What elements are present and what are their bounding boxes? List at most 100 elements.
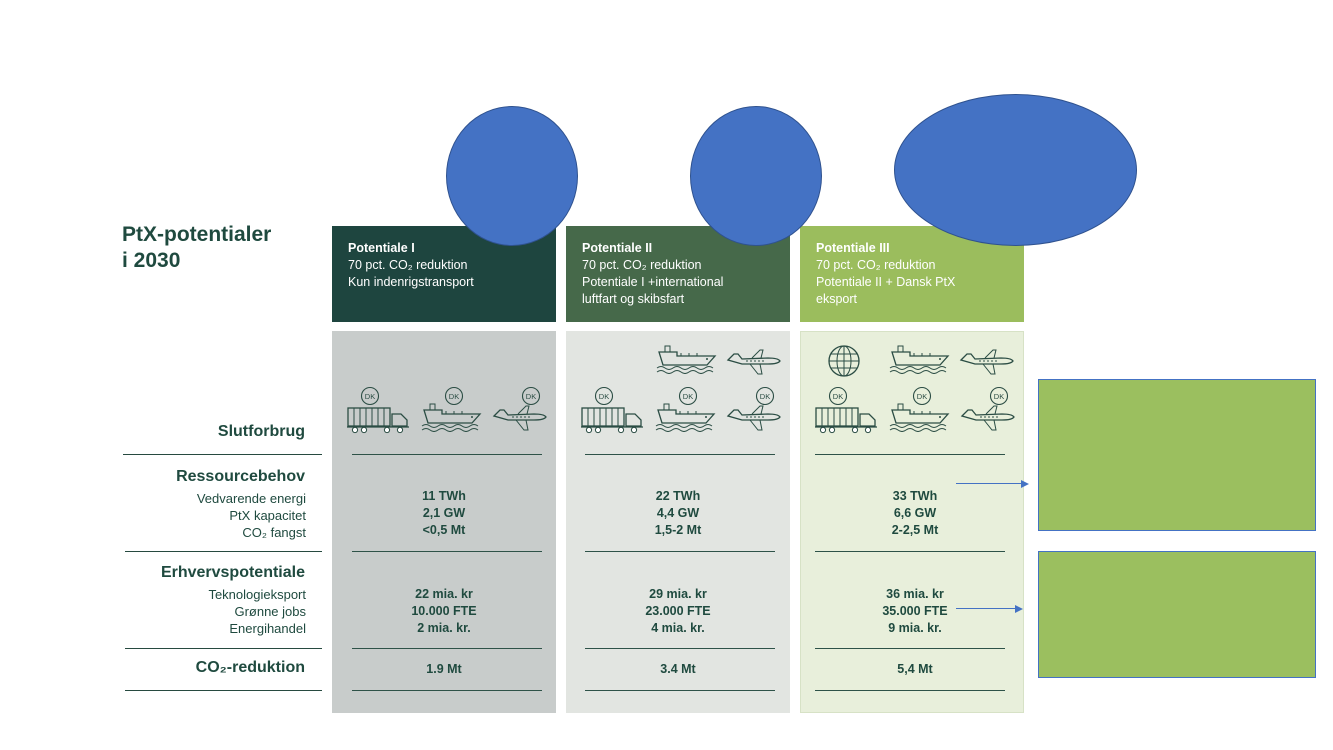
- dk-badge-icon: DK: [521, 386, 541, 406]
- value-ptx-kapacitet: 6,6 GW: [893, 506, 937, 520]
- svg-text:DK: DK: [760, 392, 770, 401]
- value-energihandel: 9 mia. kr.: [888, 621, 942, 635]
- blue-circle-annotation: [446, 106, 578, 246]
- column-divider: [352, 648, 542, 649]
- column-body-potentiale-3: [800, 331, 1024, 713]
- dk-badge-icon: DK: [755, 386, 775, 406]
- column-desc-line: 70 pct. CO₂ reduktion: [582, 258, 702, 272]
- sub-label: Teknologieksport: [208, 587, 306, 602]
- truck-icon: [814, 404, 878, 434]
- value-ptx-kapacitet: 4,4 GW: [656, 506, 700, 520]
- green-callout-box: [1038, 551, 1316, 678]
- column-name: Potentiale II: [582, 241, 653, 255]
- dk-badge-icon: DK: [594, 386, 614, 406]
- column-divider: [585, 454, 775, 455]
- value-groenne-jobs: 23.000 FTE: [645, 604, 711, 618]
- column-divider: [352, 551, 542, 552]
- column-body-potentiale-2: [566, 331, 790, 713]
- column-desc-line: eksport: [816, 292, 857, 306]
- column-desc-line: 70 pct. CO₂ reduktion: [348, 258, 468, 272]
- arrow-head: [1021, 480, 1029, 488]
- plane-icon: [724, 402, 782, 432]
- column-divider: [352, 690, 542, 691]
- svg-text:DK: DK: [365, 392, 375, 401]
- value-co2-reduktion: 1.9 Mt: [426, 662, 462, 676]
- column-desc-line: Potentiale II + Dansk PtX: [816, 275, 956, 289]
- dk-badge-icon: DK: [678, 386, 698, 406]
- ship-icon: [888, 402, 952, 432]
- value-co2-fangst: <0,5 Mt: [422, 523, 466, 537]
- dk-badge-icon: DK: [912, 386, 932, 406]
- row-divider: [125, 690, 322, 691]
- plane-icon: [957, 346, 1015, 376]
- ship-icon: [655, 344, 719, 374]
- column-divider: [585, 648, 775, 649]
- row-divider: [125, 648, 322, 649]
- svg-text:DK: DK: [683, 392, 693, 401]
- value-co2-fangst: 2-2,5 Mt: [891, 523, 939, 537]
- ship-icon: [420, 402, 484, 432]
- sub-label: CO₂ fangst: [242, 525, 306, 540]
- column-name: Potentiale III: [816, 241, 890, 255]
- svg-text:DK: DK: [449, 392, 459, 401]
- column-divider: [815, 648, 1005, 649]
- column-desc-line: luftfart og skibsfart: [582, 292, 685, 306]
- globe-icon: [827, 344, 861, 378]
- row-divider: [123, 454, 322, 455]
- column-divider: [352, 454, 542, 455]
- column-divider: [815, 454, 1005, 455]
- ship-icon: [654, 402, 718, 432]
- blue-circle-annotation: [690, 106, 822, 246]
- column-divider: [585, 551, 775, 552]
- value-teknologieksport: 29 mia. kr: [649, 587, 707, 601]
- svg-text:DK: DK: [994, 392, 1004, 401]
- sub-label: Grønne jobs: [234, 604, 306, 619]
- value-co2-reduktion: 5,4 Mt: [897, 662, 933, 676]
- value-energihandel: 2 mia. kr.: [417, 621, 471, 635]
- value-groenne-jobs: 35.000 FTE: [882, 604, 948, 618]
- row-label-erhvervspotentiale: Erhvervspotentiale: [160, 564, 305, 581]
- svg-text:DK: DK: [599, 392, 609, 401]
- column-body-potentiale-1: [332, 331, 556, 713]
- dk-badge-icon: DK: [828, 386, 848, 406]
- plane-icon: [490, 402, 548, 432]
- plane-icon: [958, 402, 1016, 432]
- value-ptx-kapacitet: 2,1 GW: [422, 506, 466, 520]
- sub-label: PtX kapacitet: [229, 508, 306, 523]
- column-divider: [585, 690, 775, 691]
- value-teknologieksport: 22 mia. kr: [415, 587, 473, 601]
- value-teknologieksport: 36 mia. kr: [886, 587, 944, 601]
- page-title: PtX-potentialer i 2030: [122, 222, 271, 274]
- row-divider: [125, 551, 322, 552]
- plane-icon: [724, 346, 782, 376]
- column-desc-line: 70 pct. CO₂ reduktion: [816, 258, 936, 272]
- column-desc-line: Potentiale I +international: [582, 275, 724, 289]
- dk-badge-icon: DK: [444, 386, 464, 406]
- value-vedvarende-energi: 33 TWh: [892, 489, 938, 503]
- row-label-ressourcebehov: Ressourcebehov: [176, 468, 305, 485]
- sub-label: Energihandel: [229, 621, 306, 636]
- dk-badge-icon: DK: [989, 386, 1009, 406]
- column-header-potentiale-3: Potentiale III 70 pct. CO₂ reduktion Pot…: [800, 226, 1024, 322]
- arrow-line: [956, 483, 1022, 484]
- column-divider: [815, 551, 1005, 552]
- svg-text:DK: DK: [526, 392, 536, 401]
- value-energihandel: 4 mia. kr.: [651, 621, 705, 635]
- column-desc-line: Kun indenrigstransport: [348, 275, 474, 289]
- blue-ellipse-annotation: [894, 94, 1137, 246]
- value-co2-fangst: 1,5-2 Mt: [654, 523, 702, 537]
- row-label-slutforbrug: Slutforbrug: [217, 423, 305, 440]
- ship-icon: [888, 344, 952, 374]
- value-vedvarende-energi: 11 TWh: [422, 489, 466, 503]
- green-callout-box: [1038, 379, 1316, 531]
- page-title-line1: PtX-potentialer: [122, 223, 272, 246]
- sub-label: Vedvarende energi: [196, 491, 306, 506]
- page-title-line2: i 2030: [122, 249, 181, 272]
- dk-badge-icon: DK: [360, 386, 380, 406]
- svg-text:DK: DK: [917, 392, 927, 401]
- truck-icon: [580, 404, 644, 434]
- value-co2-reduktion: 3.4 Mt: [660, 662, 696, 676]
- arrow-head: [1015, 605, 1023, 613]
- column-divider: [815, 690, 1005, 691]
- truck-icon: [346, 404, 410, 434]
